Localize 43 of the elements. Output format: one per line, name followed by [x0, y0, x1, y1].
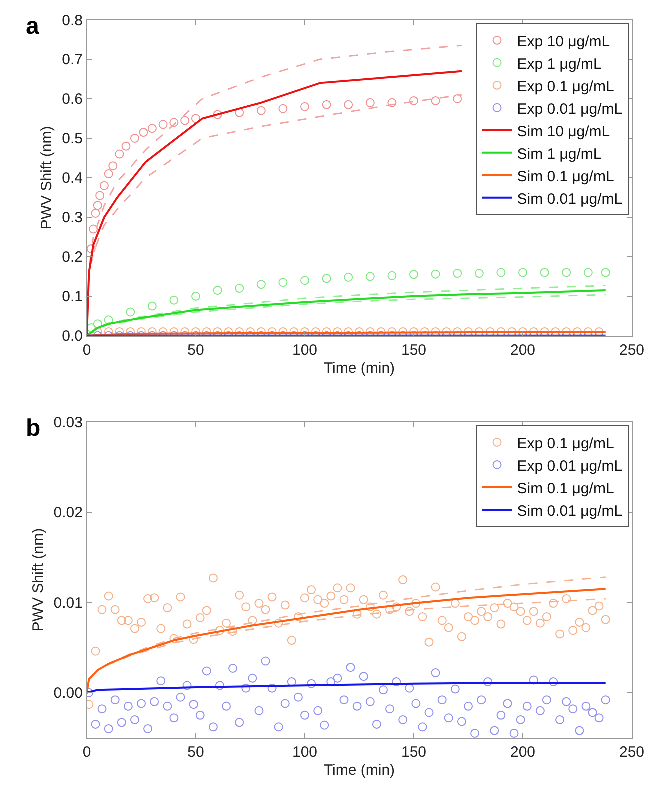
y-axis-title: PWV Shift (nm)	[38, 126, 56, 230]
text: b	[26, 415, 41, 442]
legend-label: Exp 0.01 μg/mL	[517, 458, 623, 475]
x-tick-label: 200	[510, 342, 536, 359]
y-tick-label: 0.6	[62, 91, 83, 108]
legend-label: Exp 1 μg/mL	[517, 56, 602, 73]
y-tick-label: 0.3	[62, 210, 83, 227]
legend-label: Sim 1 μg/mL	[517, 146, 602, 163]
legend-label: Sim 0.01 μg/mL	[517, 502, 623, 520]
y-tick-label: 0.0	[62, 328, 83, 346]
x-axis-title: Time (min)	[324, 360, 396, 377]
x-tick-label: 250	[619, 744, 645, 761]
text: a	[26, 13, 40, 40]
y-tick-label: 0.1	[62, 288, 83, 306]
x-tick-label: 0	[82, 342, 92, 359]
x-tick-label: 100	[292, 342, 318, 359]
legend-label: Exp 0.1 μg/mL	[517, 435, 614, 452]
x-tick-label: 100	[292, 744, 318, 761]
legend-label: Exp 0.01 μg/mL	[517, 100, 623, 118]
legend-label: Sim 10 μg/mL	[517, 123, 610, 140]
x-axis-title: Time (min)	[324, 762, 396, 779]
legend-label: Sim 0.01 μg/mL	[517, 190, 623, 208]
y-axis-title: PWV Shift (nm)	[30, 528, 48, 632]
y-tick-label: 0.8	[62, 12, 83, 30]
x-tick-label: 150	[401, 342, 427, 359]
legend-label: Exp 10 μg/mL	[517, 33, 610, 50]
y-tick-label: 0.00	[54, 685, 83, 702]
y-tick-label: 0.7	[62, 52, 83, 69]
y-tick-label: 0.4	[62, 170, 83, 188]
x-tick-label: 50	[188, 342, 204, 359]
y-tick-label: 0.03	[54, 414, 83, 432]
legend-label: Sim 0.1 μg/mL	[517, 168, 614, 186]
y-tick-label: 0.2	[62, 249, 83, 266]
legend-label: Exp 0.1 μg/mL	[517, 78, 614, 96]
x-tick-label: 0	[82, 744, 92, 761]
y-tick-label: 0.01	[54, 594, 83, 612]
y-tick-label: 0.02	[54, 504, 83, 522]
x-tick-label: 250	[619, 342, 645, 359]
legend-label: Sim 0.1 μg/mL	[517, 480, 614, 498]
x-tick-label: 200	[510, 744, 536, 761]
x-tick-label: 50	[188, 744, 204, 761]
y-tick-label: 0.5	[62, 130, 83, 148]
x-tick-label: 150	[401, 744, 427, 761]
